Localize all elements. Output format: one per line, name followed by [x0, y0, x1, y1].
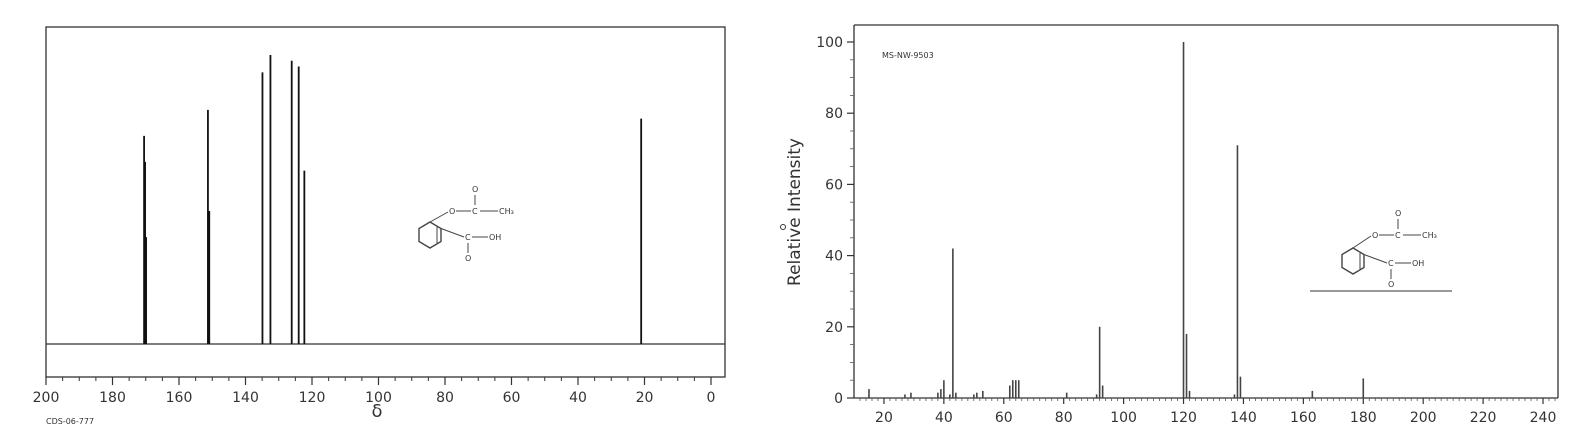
ms-chart: 20 40 60 80 100 120 140 160 180 200 220 240 0 20 40 60…	[780, 24, 1559, 426]
nmr-x-tick-label: 120	[299, 390, 326, 406]
ms-y-axis: 0 20 40 60 80 100	[816, 35, 854, 407]
ms-peaks	[868, 42, 1365, 398]
ms-x-tick-label: 20	[875, 410, 893, 426]
ester-oxygen: O	[449, 207, 455, 216]
methyl-group: CH₃	[1422, 231, 1437, 240]
ms-structure: O C O CH₃ C OH O	[1341, 209, 1437, 289]
nmr-x-tick-label: 40	[569, 390, 587, 406]
ms-x-axis: 20 40 60 80 100 120 140 160 180 200 220 240	[859, 398, 1557, 426]
nmr-spectrum-code: CDS-06-777	[46, 417, 94, 426]
methyl-group: CH₃	[499, 207, 514, 216]
ms-y-axis-title: Relative Intensity	[785, 138, 805, 286]
ms-x-tick-label: 220	[1470, 410, 1497, 426]
ms-x-tick-label: 80	[1055, 410, 1073, 426]
ms-x-tick-label: 60	[995, 410, 1013, 426]
hydroxyl-group: OH	[489, 233, 501, 242]
ms-x-tick-label: 100	[1110, 410, 1137, 426]
nmr-x-axis-title: δ	[371, 401, 382, 422]
nmr-x-tick-label: 160	[166, 390, 193, 406]
nmr-x-tick-label: 0	[707, 390, 716, 406]
ms-x-tick-label: 180	[1350, 410, 1377, 426]
nmr-x-axis: 200 180 160 140 120 100 80 60 40 20 0	[33, 377, 716, 406]
nmr-chart: 200 180 160 140 120 100 80 60 40 20 0 δ CDS-06-777…	[33, 26, 726, 426]
ms-x-tick-label: 140	[1230, 410, 1257, 426]
nmr-x-tick-label: 60	[503, 390, 521, 406]
nmr-x-tick-label: 200	[33, 390, 60, 406]
ms-y-tick-label: 60	[825, 177, 843, 193]
ms-y-tick-label: 40	[825, 249, 843, 265]
nmr-plot-frame	[45, 26, 726, 378]
ms-x-tick-label: 40	[935, 410, 953, 426]
acid-carbon: C	[465, 233, 471, 242]
ring-o-bond	[429, 211, 449, 223]
benzene-ring	[1341, 247, 1365, 275]
ring-acid-bond	[440, 228, 465, 238]
carbonyl-oxygen-bottom: O	[1388, 280, 1394, 289]
ms-y-tick-label: 0	[834, 391, 843, 407]
nmr-x-tick-label: 80	[436, 390, 454, 406]
nmr-peaks	[143, 55, 643, 344]
benzene-ring	[418, 221, 442, 249]
ring-o-bond	[1352, 235, 1372, 249]
ms-x-tick-label: 240	[1530, 410, 1557, 426]
ms-x-tick-label: 200	[1410, 410, 1437, 426]
nmr-x-tick-label: 20	[636, 390, 654, 406]
ester-carbon: C	[472, 207, 478, 216]
nmr-x-tick-label: 180	[99, 390, 126, 406]
ring-acid-bond	[1363, 254, 1388, 264]
hydroxyl-group: OH	[1412, 259, 1424, 268]
carbonyl-oxygen-top: O	[1395, 209, 1401, 218]
carbonyl-oxygen-top: O	[472, 185, 478, 194]
ms-x-tick-label: 120	[1170, 410, 1197, 426]
ms-y-tick-label: 20	[825, 320, 843, 336]
ms-marker-dot	[780, 224, 786, 230]
nmr-x-tick-label: 100	[365, 390, 392, 406]
ms-x-tick-label: 160	[1290, 410, 1317, 426]
nmr-x-tick-label: 140	[232, 390, 259, 406]
carbonyl-oxygen-bottom: O	[465, 254, 471, 263]
ms-y-tick-label: 80	[825, 106, 843, 122]
ester-oxygen: O	[1372, 231, 1378, 240]
ester-carbon: C	[1395, 231, 1401, 240]
acid-carbon: C	[1388, 259, 1394, 268]
ms-y-tick-label: 100	[816, 35, 843, 51]
nmr-structure: O C O CH₃ C OH O	[418, 185, 514, 263]
ms-spectrum-code: MS-NW-9503	[882, 51, 934, 60]
